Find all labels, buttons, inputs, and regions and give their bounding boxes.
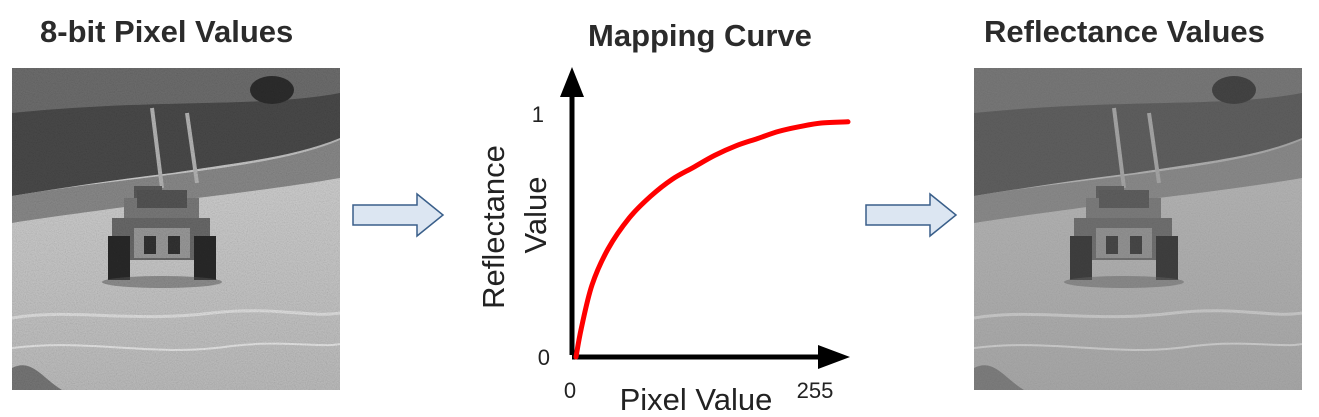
y-tick-label-1: 1: [532, 102, 544, 127]
reflectance-values-image: [974, 68, 1302, 390]
x-axis-arrowhead-icon: [818, 345, 850, 369]
y-axis-arrowhead-icon: [560, 67, 584, 97]
flow-arrow-icon: [351, 192, 445, 243]
pixel-values-image: [12, 68, 340, 390]
chart-title: Mapping Curve: [588, 18, 812, 53]
flow-arrow-icon: [864, 192, 958, 243]
y-tick-label-0: 0: [538, 345, 550, 370]
y-axis-label-line-2: Value: [518, 177, 553, 254]
y-axis-label-line-1: Reflectance: [476, 145, 511, 309]
mapping-curve-line: [573, 119, 851, 360]
x-tick-label-0: 0: [564, 378, 576, 403]
right-panel-title: Reflectance Values: [984, 14, 1265, 49]
x-axis-label: Pixel Value: [620, 382, 773, 410]
left-panel-title: 8-bit Pixel Values: [40, 14, 294, 49]
mapping-curve-chart: 1 00 255 Pixel Value Reflectance Value: [476, 67, 851, 410]
x-tick-label-255: 255: [797, 378, 834, 403]
chart-axes: [560, 67, 850, 369]
